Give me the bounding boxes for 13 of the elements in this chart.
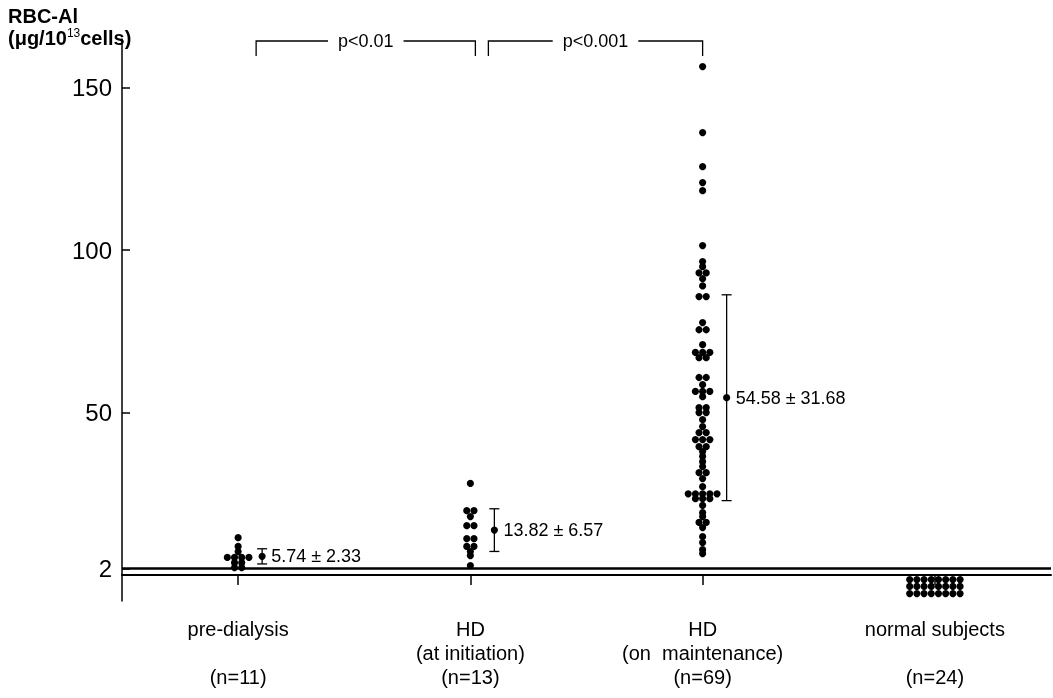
y-tick-label: 2 (98, 555, 112, 583)
category-label: pre-dialysis (n=11) (187, 618, 289, 688)
data-label: 13.82 ± 6.57 (503, 520, 604, 541)
category-label: normal subjects (n=24) (864, 618, 1005, 688)
data-label: 5.74 ± 2.33 (271, 546, 362, 567)
annotation: p<0.001 (562, 31, 629, 51)
x-tick-label: HD (on maintenance) (n=69) (622, 618, 784, 688)
y-tick-label: 50 (85, 399, 112, 427)
data-label: 54.58 ± 31.68 (735, 387, 846, 408)
x-tick-label: HD (at initiation) (n=13) (415, 618, 525, 688)
y-tick-label: 100 (71, 236, 112, 264)
annotation: p<0.01 (337, 31, 394, 51)
y-tick-label: 150 (71, 74, 112, 102)
